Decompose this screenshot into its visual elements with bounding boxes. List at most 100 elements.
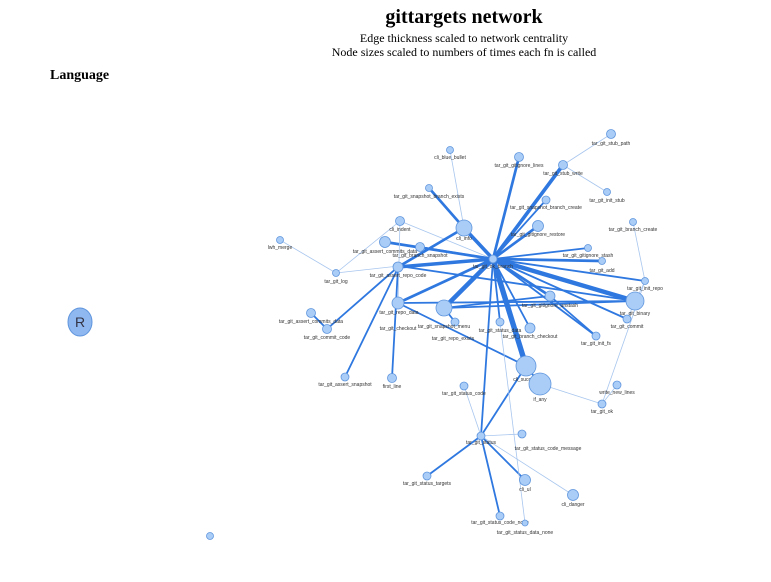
node-circle-tar_git_status_code_none[interactable] <box>495 511 505 521</box>
node-tar_git_branch_create[interactable]: tar_git_branch_create <box>609 218 658 234</box>
node-tar_git_checkout[interactable]: tar_git_checkout <box>380 296 417 332</box>
node-circle-tar_git_repo_exists[interactable] <box>435 299 453 317</box>
node-circle-cli_danger[interactable] <box>567 489 579 501</box>
node-cli_info[interactable]: cli_info <box>455 219 473 242</box>
edge-tar_git_binary-tar_git_checkout <box>397 300 636 304</box>
node-tar_git_status_code_none[interactable]: tar_git_status_code_none <box>471 511 529 526</box>
node-tar_git_snapshot_branch_exists[interactable]: tar_git_snapshot_branch_exists <box>394 184 465 201</box>
node-circle-cli_ul[interactable] <box>519 474 531 486</box>
node-circle-tar_git_gitignore_lines[interactable] <box>514 152 524 162</box>
node-tar_git_snapshot_branch_create[interactable]: tar_git_snapshot_branch_create <box>510 195 582 211</box>
node-cli_success[interactable]: cli_success <box>513 355 539 383</box>
node-label-cli_indent: cli_indent <box>389 227 411 233</box>
node-tar_git_binary[interactable]: tar_git_binary <box>620 291 651 317</box>
node-cli_danger[interactable]: cli_danger <box>561 489 585 509</box>
node-circle-tar_git_ok[interactable] <box>597 399 607 409</box>
node-circle-tar_git_status_targets[interactable] <box>422 471 432 481</box>
node-circle-tar_git_log[interactable] <box>332 269 340 277</box>
node-circle-first_line[interactable] <box>387 373 397 383</box>
node-tar_git_gitignore_restore[interactable]: tar_git_gitignore_restore <box>511 220 565 239</box>
node-tar_git_ok_branch[interactable]: tar_git_ok_branch <box>473 254 513 270</box>
node-label-tar_git_status_code_message: tar_git_status_code_message <box>515 446 582 452</box>
node-tar_git_snapshot_menu[interactable]: tar_git_snapshot_menu <box>418 317 470 330</box>
node-tar_git_branch_snapshot[interactable]: tar_git_branch_snapshot <box>392 242 448 260</box>
node-tar_git_ok[interactable]: tar_git_ok <box>591 399 613 415</box>
node-circle-tar_git_assert_commits_data2[interactable] <box>306 308 316 318</box>
node-tar_git_commit[interactable]: tar_git_commit <box>611 314 644 330</box>
node-circle-cli_success[interactable] <box>515 355 537 377</box>
node-tar_git_status_code_message[interactable]: tar_git_status_code_message <box>515 429 582 452</box>
node-circle-write_new_lines[interactable] <box>612 380 622 390</box>
node-tar_git_gitignore_lines[interactable]: tar_git_gitignore_lines <box>495 152 544 170</box>
node-circle-tar_git_snapshot_menu[interactable] <box>450 317 460 327</box>
node-tar_git_gitignore_unstash[interactable]: tar_git_gitignore_unstash <box>522 290 578 309</box>
node-circle-lwh_merge[interactable] <box>276 236 284 244</box>
node-tar_git_repo_exists[interactable]: tar_git_repo_exists <box>432 299 475 342</box>
node-tar_git_commit_code[interactable]: tar_git_commit_code <box>304 324 351 342</box>
node-tar_git_stub_write[interactable]: tar_git_stub_write <box>543 160 583 178</box>
node-tar_git_init_fs[interactable]: tar_git_init_fs <box>581 331 611 347</box>
edge-tar_git_status-cli_ul <box>480 435 526 481</box>
node-tar_git_log[interactable]: tar_git_log <box>324 269 348 286</box>
node-circle-tar_git_gitignore_unstash[interactable] <box>544 290 556 302</box>
node-circle-tar_git_status_code[interactable] <box>459 381 469 391</box>
edge-tar_git_log-lwh_merge <box>279 239 337 274</box>
node-tar_git_status[interactable]: tar_git_status <box>466 431 497 446</box>
node-circle-tar_git_commit[interactable] <box>622 314 632 324</box>
node-tar_git_status_data[interactable]: tar_git_status_data <box>479 317 522 334</box>
node-circle-cli_info[interactable] <box>455 219 473 237</box>
node-tar_git_gitignore_stash[interactable]: tar_git_gitignore_stash <box>563 244 614 260</box>
node-circle-isolated_fn[interactable] <box>206 532 214 540</box>
node-circle-tar_git_status[interactable] <box>476 431 486 441</box>
node-cli_indent[interactable]: cli_indent <box>389 216 411 234</box>
node-circle-tar_git_gitignore_stash[interactable] <box>584 244 592 252</box>
node-tar_git_assert_commits_data[interactable]: tar_git_assert_commits_data <box>353 236 417 256</box>
node-tar_git_init_repo[interactable]: tar_git_init_repo <box>627 277 663 293</box>
node-circle-tar_git_status_data_none[interactable] <box>521 519 529 527</box>
node-circle-tar_git_add[interactable] <box>598 257 606 265</box>
node-circle-if_any[interactable] <box>528 372 552 396</box>
node-circle-tar_git_gitignore_restore[interactable] <box>532 220 544 232</box>
node-tar_git_branch_checkout[interactable]: tar_git_branch_checkout <box>503 322 558 340</box>
node-circle-tar_git_assert_repo_code[interactable] <box>392 261 404 273</box>
node-tar_git_status_code[interactable]: tar_git_status_code <box>442 381 486 397</box>
node-circle-tar_git_assert_snapshot[interactable] <box>340 372 350 382</box>
node-lwh_merge[interactable]: lwh_merge <box>268 236 293 252</box>
node-first_line[interactable]: first_line <box>383 373 402 391</box>
node-circle-tar_git_init_stub[interactable] <box>603 188 611 196</box>
node-circle-tar_git_binary[interactable] <box>625 291 645 311</box>
node-circle-tar_git_status_data[interactable] <box>495 317 505 327</box>
node-if_any[interactable]: if_any <box>528 372 552 403</box>
node-tar_git_assert_snapshot[interactable]: tar_git_assert_snapshot <box>318 372 372 388</box>
node-cli_ul[interactable]: cli_ul <box>519 474 531 494</box>
node-tar_git_init_stub[interactable]: tar_git_init_stub <box>589 188 625 205</box>
node-circle-tar_git_commit_code[interactable] <box>322 324 332 334</box>
node-label-cli_info: cli_info <box>456 236 472 242</box>
node-circle-tar_git_branch_create[interactable] <box>629 218 637 226</box>
node-tar_git_stub_path[interactable]: tar_git_stub_path <box>592 129 631 148</box>
node-circle-tar_git_snapshot_branch_create[interactable] <box>541 195 551 205</box>
node-circle-tar_git_stub_path[interactable] <box>606 129 616 139</box>
node-tar_git_status_data_none[interactable]: tar_git_status_data_none <box>497 519 554 536</box>
node-circle-tar_git_init_repo[interactable] <box>641 277 649 285</box>
node-write_new_lines[interactable]: write_new_lines <box>599 380 635 396</box>
node-circle-tar_git_branch_checkout[interactable] <box>524 322 536 334</box>
node-circle-tar_git_checkout[interactable] <box>391 296 405 310</box>
node-circle-tar_git_branch_snapshot[interactable] <box>415 242 425 252</box>
node-tar_git_add[interactable]: tar_git_add <box>589 257 615 275</box>
node-label-tar_git_binary: tar_git_binary <box>620 311 651 317</box>
node-tar_git_assert_repo_code[interactable]: tar_git_assert_repo_code <box>370 261 427 279</box>
node-isolated_fn[interactable] <box>206 532 214 540</box>
node-circle-cli_blue_bullet[interactable] <box>446 146 454 154</box>
edge-tar_git_repo_exists-tar_git_binary <box>443 300 636 309</box>
node-circle-tar_git_status_code_message[interactable] <box>517 429 527 439</box>
node-circle-tar_git_ok_branch[interactable] <box>488 254 498 264</box>
node-circle-tar_git_assert_commits_data[interactable] <box>379 236 391 248</box>
node-tar_git_status_targets[interactable]: tar_git_status_targets <box>403 471 452 487</box>
node-circle-tar_git_init_fs[interactable] <box>591 331 601 341</box>
node-circle-tar_git_snapshot_branch_exists[interactable] <box>425 184 433 192</box>
node-tar_git_assert_commits_data2[interactable]: tar_git_assert_commits_data <box>279 308 343 326</box>
node-circle-tar_git_stub_write[interactable] <box>558 160 568 170</box>
node-cli_blue_bullet[interactable]: cli_blue_bullet <box>434 146 466 162</box>
node-circle-cli_indent[interactable] <box>395 216 405 226</box>
